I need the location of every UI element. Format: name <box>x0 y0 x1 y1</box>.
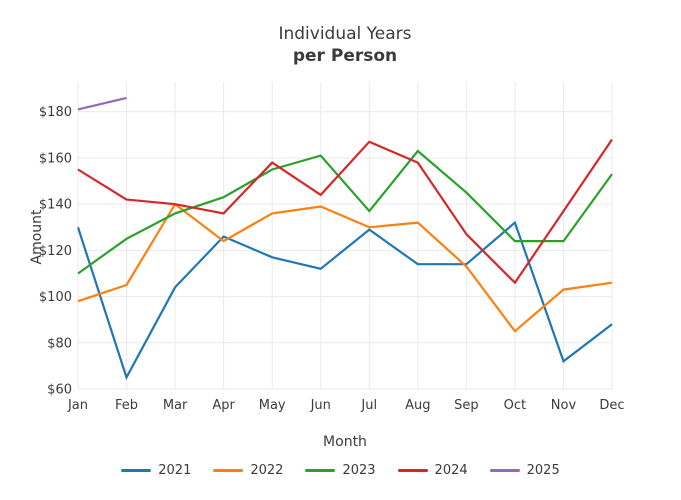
x-tick-label-mar: Mar <box>163 398 188 413</box>
legend-item-2024: 2024 <box>397 463 468 478</box>
legend-item-2025: 2025 <box>489 463 560 478</box>
legend-label-2022: 2022 <box>250 463 284 478</box>
legend-swatch-2022 <box>213 469 244 472</box>
x-tick-label-jun: Jun <box>310 398 331 413</box>
legend: 2021 2022 2023 2024 2025 <box>0 463 681 478</box>
y-tick-label-80: $80 <box>47 336 72 351</box>
x-tick-label-sep: Sep <box>454 398 479 413</box>
x-tick-label-dec: Dec <box>599 398 624 413</box>
series-line-2024 <box>77 138 613 285</box>
legend-swatch-2021 <box>121 469 152 472</box>
y-tick-label-120: $120 <box>39 244 72 259</box>
y-tick-label-140: $140 <box>39 198 72 213</box>
x-axis-title: Month <box>323 434 367 450</box>
y-tick-label-160: $160 <box>39 151 72 166</box>
x-tick-label-oct: Oct <box>504 398 526 413</box>
legend-item-2023: 2023 <box>305 463 376 478</box>
chart-title: Individual Years <box>278 24 412 44</box>
y-axis-title: Amount <box>29 209 45 265</box>
series-line-2025 <box>77 96 127 111</box>
x-tick-label-aug: Aug <box>405 398 430 413</box>
series-line-2021 <box>76 220 613 381</box>
series-line-2023 <box>77 149 613 275</box>
x-tick-label-apr: Apr <box>212 398 235 413</box>
legend-label-2024: 2024 <box>434 463 468 478</box>
x-tick-label-feb: Feb <box>115 398 138 413</box>
legend-swatch-2023 <box>305 469 336 472</box>
y-tick-label-60: $60 <box>47 383 72 398</box>
x-tick-label-jul: Jul <box>360 398 377 413</box>
legend-label-2021: 2021 <box>158 463 192 478</box>
x-tick-label-jan: Jan <box>67 398 88 413</box>
legend-swatch-2024 <box>397 469 428 472</box>
x-tick-label-nov: Nov <box>551 398 577 413</box>
legend-item-2021: 2021 <box>121 463 191 478</box>
legend-swatch-2025 <box>489 469 520 472</box>
legend-item-2022: 2022 <box>213 463 283 478</box>
x-tick-label-may: May <box>259 398 286 413</box>
legend-label-2025: 2025 <box>526 463 560 478</box>
y-tick-label-100: $100 <box>39 290 72 305</box>
y-tick-label-180: $180 <box>39 105 72 120</box>
chart-subtitle: per Person <box>292 46 398 66</box>
legend-label-2023: 2023 <box>342 463 376 478</box>
